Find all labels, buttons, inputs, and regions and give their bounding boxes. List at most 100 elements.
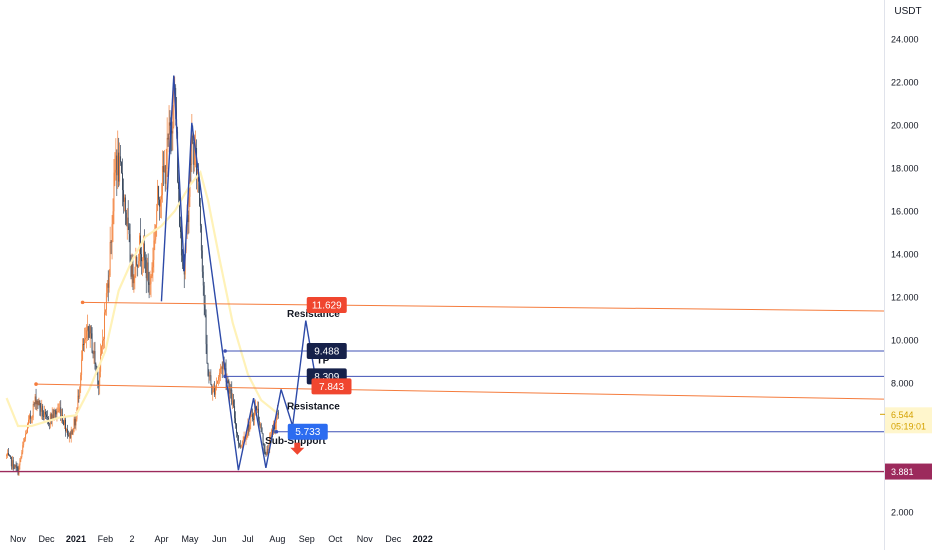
candle-body [209,375,211,377]
candle [134,266,136,290]
candle [73,416,75,433]
y-tick-label: 12.000 [891,293,919,303]
candle [162,151,164,187]
candle [257,401,259,425]
candle [69,431,71,439]
candle [89,325,91,348]
candle [160,196,161,219]
candle [106,279,108,298]
candle-body [169,122,171,126]
candle [264,444,266,455]
candle-body [178,181,179,190]
candle-body [25,433,27,439]
candle-body [40,407,42,412]
candle-body [202,271,204,286]
candle [14,464,16,469]
candle-body [113,172,115,212]
time-axis[interactable]: Nov Dec 2021 Feb 2 Apr May Jun Jul Aug Sep Oct Nov De… [10,534,433,544]
candle [146,257,148,281]
candle [212,385,214,401]
candle-body [74,418,76,426]
candle [50,412,52,425]
candle-body [215,387,217,395]
candle-body [78,395,80,397]
candle-body [123,190,124,202]
candle [254,405,255,426]
candle-body [172,126,174,134]
candle-body [119,156,121,182]
candle [66,427,67,433]
candle [13,464,15,470]
y-tick-label: 2.000 [891,508,914,518]
candle [109,226,111,277]
candle [116,149,118,197]
badge-background [306,343,347,360]
candle [267,444,269,456]
candle-body [86,326,88,331]
candle-body [163,165,165,173]
candle-body [12,460,14,469]
candle [156,203,158,237]
countdown-timer: 05:19:01 [891,421,926,431]
candle-body [68,432,70,437]
candle [120,145,122,166]
candle [112,198,114,243]
candle-body [85,337,86,340]
candle [239,440,241,449]
candle [199,197,201,233]
candle-body [42,405,44,417]
candle-body [32,404,34,418]
candle [165,148,167,190]
x-tick-label: Jun [212,534,227,544]
candle-body [160,199,161,207]
candle-body [146,262,148,279]
candle [26,429,27,435]
candle-body [157,186,159,211]
moving-average-series [5,169,278,428]
candle [41,399,43,420]
badge-value: 9.488 [314,347,339,358]
candle [70,426,72,443]
candle-body [168,122,170,140]
candle [123,194,125,212]
candle [161,150,163,203]
candle-body [267,449,269,451]
candle-body [158,186,160,200]
candle [158,185,160,206]
candle-body [44,411,46,417]
candle [115,138,117,181]
badge-background [311,378,352,395]
candle [119,142,121,186]
candle-body [127,217,129,227]
candle-body [115,155,117,170]
candle-body [201,250,203,272]
candle-body [122,172,123,191]
candle-body [21,452,23,458]
badge-value: 11.629 [312,300,342,311]
candle-body [243,436,245,441]
badge-11629: 11.629 [306,296,347,313]
candle-body [231,389,233,405]
candle [61,408,63,424]
candle-body [92,352,94,354]
candle-body [72,431,74,435]
candle-body [152,259,154,268]
candle-body [232,400,234,405]
candle [52,409,54,420]
candle [166,117,168,177]
candle-body [149,283,151,285]
badge-9488: 9.488 [306,343,347,360]
candle-body [126,217,128,225]
candle [102,329,103,354]
candle-body [276,411,278,416]
candle-body [65,419,66,432]
candle [167,133,169,147]
candle-body [28,419,29,424]
candle-body [249,422,251,431]
candle [86,314,88,342]
candle-body [204,305,206,315]
candle-body [50,414,52,420]
candle [79,386,81,399]
